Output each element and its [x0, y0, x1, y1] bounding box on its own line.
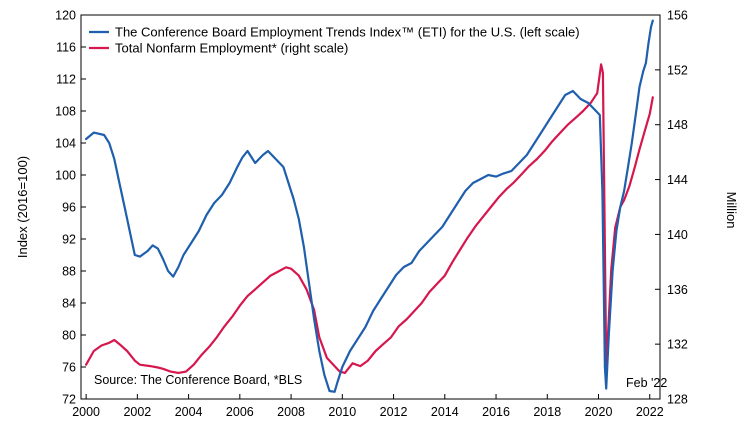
x-tick-label: 2022 [636, 405, 664, 419]
series-layer [85, 19, 654, 393]
left-tick-label: 120 [55, 9, 76, 23]
left-axis: 72 76 80 84 88 92 96 100 104 108 112 116 120 [55, 9, 86, 407]
legend-label-eti: The Conference Board Employment Trends I… [115, 25, 580, 40]
x-tick-label: 2000 [72, 405, 100, 419]
left-tick-label: 76 [62, 361, 76, 375]
left-tick-label: 96 [62, 201, 76, 215]
left-tick-label: 112 [56, 73, 76, 87]
right-tick-label: 152 [667, 63, 688, 77]
left-tick-label: 92 [62, 233, 76, 247]
right-tick-label: 136 [667, 283, 688, 297]
left-tick-label: 72 [62, 393, 76, 407]
x-tick-label: 2012 [380, 405, 408, 419]
right-tick-label: 144 [667, 173, 688, 187]
right-tick-label: 156 [667, 9, 688, 23]
left-tick-label: 108 [55, 105, 76, 119]
x-tick-label: 2016 [482, 405, 510, 419]
series-line-eti [85, 19, 654, 393]
legend: The Conference Board Employment Trends I… [89, 25, 580, 56]
left-tick-label: 100 [55, 169, 76, 183]
x-tick-label: 2018 [533, 405, 561, 419]
left-tick-label: 116 [56, 41, 76, 55]
right-tick-label: 128 [667, 393, 688, 407]
legend-label-nonfarm: Total Nonfarm Employment* (right scale) [115, 41, 348, 56]
x-tick-label: 2010 [328, 405, 356, 419]
x-tick-label: 2008 [277, 405, 305, 419]
right-tick-label: 148 [667, 118, 688, 132]
left-tick-label: 88 [62, 265, 76, 279]
right-axis-title: Million [724, 192, 739, 229]
source-note: Source: The Conference Board, *BLS [94, 373, 302, 387]
right-tick-label: 132 [667, 338, 688, 352]
series-line-nonfarm [85, 63, 654, 374]
right-tick-label: 140 [667, 228, 688, 242]
date-note: Feb '22 [626, 376, 667, 390]
left-axis-title: Index (2016=100) [15, 156, 30, 258]
x-tick-label: 2004 [175, 405, 203, 419]
x-tick-label: 2020 [585, 405, 613, 419]
x-tick-label: 2006 [226, 405, 254, 419]
x-tick-label: 2002 [123, 405, 151, 419]
right-axis: 128 132 136 140 144 148 152 156 [655, 9, 688, 407]
x-axis: 2000 2002 2004 2006 2008 2010 2012 2014 2016 2018… [72, 394, 664, 419]
x-tick-label: 2014 [431, 405, 459, 419]
left-tick-label: 104 [55, 137, 76, 151]
left-tick-label: 84 [62, 297, 76, 311]
left-tick-label: 80 [62, 329, 76, 343]
